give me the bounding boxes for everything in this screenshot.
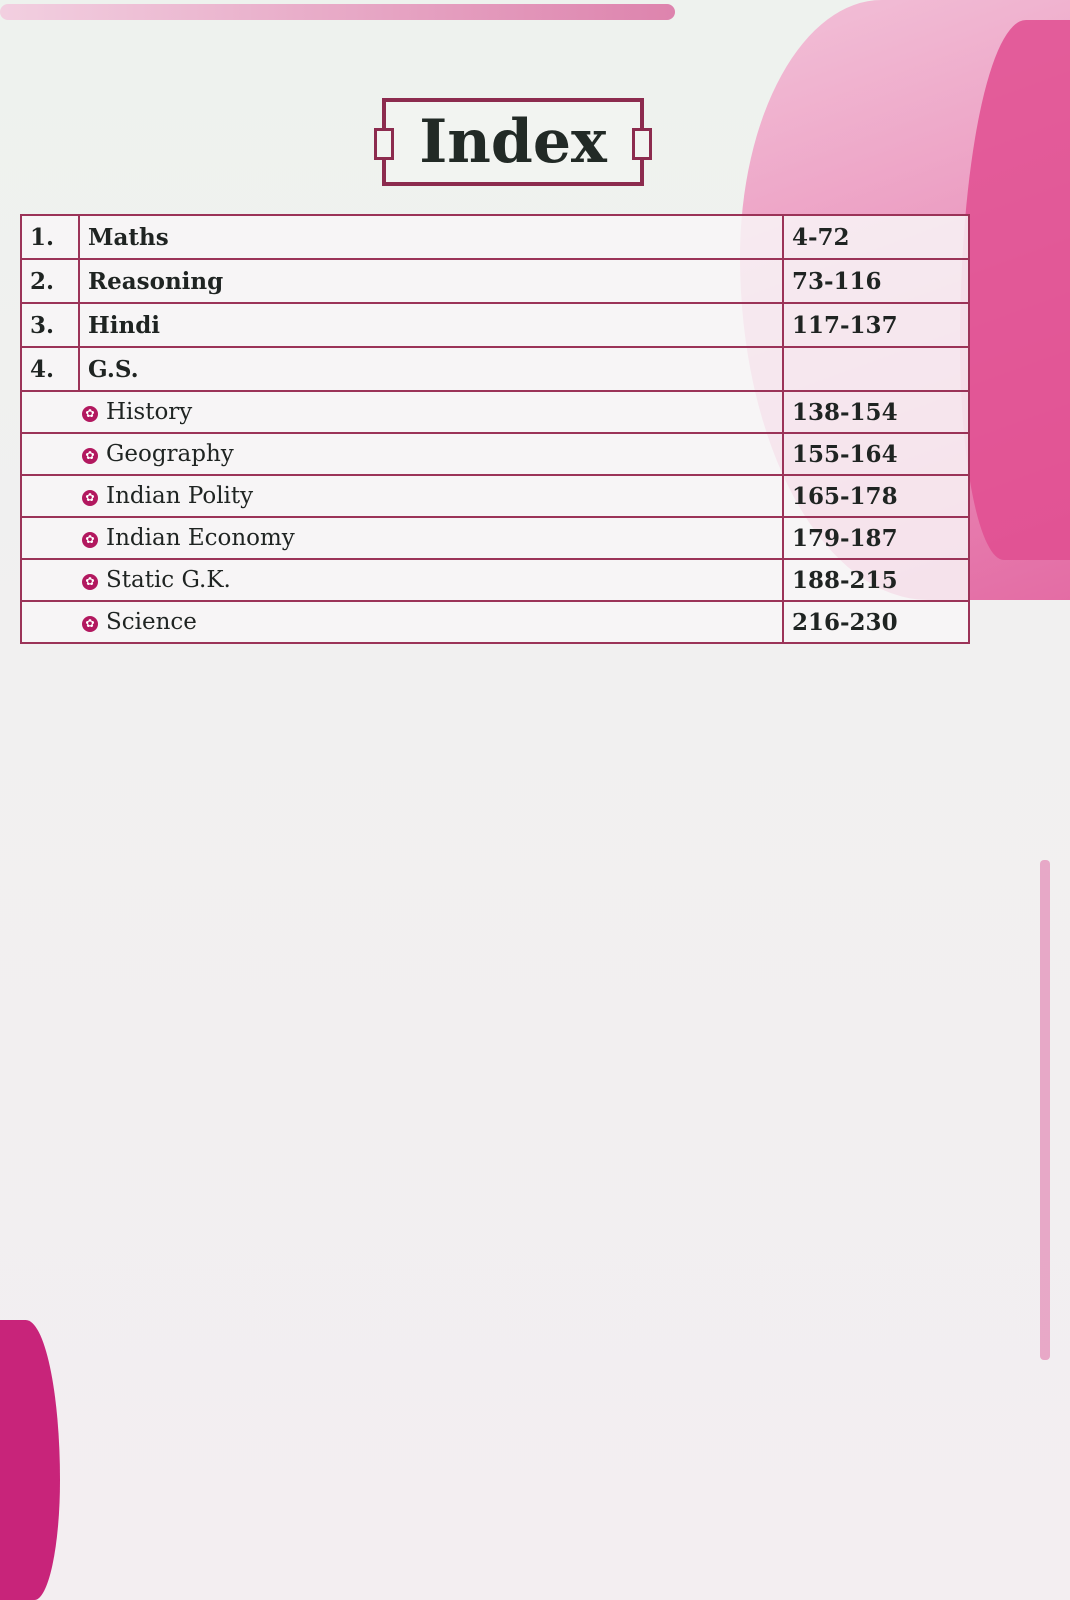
index-subrow: ✿ Science 216-230 [20,600,970,644]
item-label: Maths [78,214,784,260]
index-subrow: ✿ Indian Polity 165-178 [20,474,970,518]
index-row: 1. Maths 4-72 [20,214,970,260]
subitem-label: Static G.K. [106,567,231,593]
subitem-pages: 179-187 [782,516,970,560]
subitem-pages: 165-178 [782,474,970,518]
decorative-shape [0,1320,60,1600]
subitem-label: Geography [106,441,234,467]
index-subrow: ✿ History 138-154 [20,390,970,434]
subitem-label: History [106,399,193,425]
item-label: Reasoning [78,258,784,304]
subitem-pages: 138-154 [782,390,970,434]
index-row: 4. G.S. [20,346,970,392]
subitem-pages: 216-230 [782,600,970,644]
decorative-strip [1040,860,1050,1360]
subitem-cell: ✿ Geography [20,432,784,476]
star-circle-icon: ✿ [82,448,98,464]
subitem-label: Indian Polity [106,483,254,509]
subitem-label: Science [106,609,197,635]
item-number: 2. [20,258,80,304]
index-subrow: ✿ Indian Economy 179-187 [20,516,970,560]
subitem-pages: 188-215 [782,558,970,602]
title-frame: Index [374,98,652,186]
index-subrow: ✿ Geography 155-164 [20,432,970,476]
item-pages: 4-72 [782,214,970,260]
subitem-label: Indian Economy [106,525,295,551]
decorative-bar [0,4,675,20]
page-title: Index [419,107,607,177]
star-circle-icon: ✿ [82,532,98,548]
index-row: 2. Reasoning 73-116 [20,258,970,304]
subitem-cell: ✿ Static G.K. [20,558,784,602]
subitem-cell: ✿ Indian Economy [20,516,784,560]
index-table: 1. Maths 4-72 2. Reasoning 73-116 3. Hindi… [20,214,970,644]
item-label: G.S. [78,346,784,392]
index-subrow: ✿ Static G.K. 188-215 [20,558,970,602]
subitem-pages: 155-164 [782,432,970,476]
star-circle-icon: ✿ [82,616,98,632]
item-number: 4. [20,346,80,392]
index-row: 3. Hindi 117-137 [20,302,970,348]
star-circle-icon: ✿ [82,490,98,506]
star-circle-icon: ✿ [82,574,98,590]
item-label: Hindi [78,302,784,348]
subitem-cell: ✿ History [20,390,784,434]
item-pages: 73-116 [782,258,970,304]
subitem-cell: ✿ Indian Polity [20,474,784,518]
subitem-cell: ✿ Science [20,600,784,644]
item-number: 3. [20,302,80,348]
item-pages: 117-137 [782,302,970,348]
star-circle-icon: ✿ [82,406,98,422]
item-number: 1. [20,214,80,260]
item-pages [782,346,970,392]
